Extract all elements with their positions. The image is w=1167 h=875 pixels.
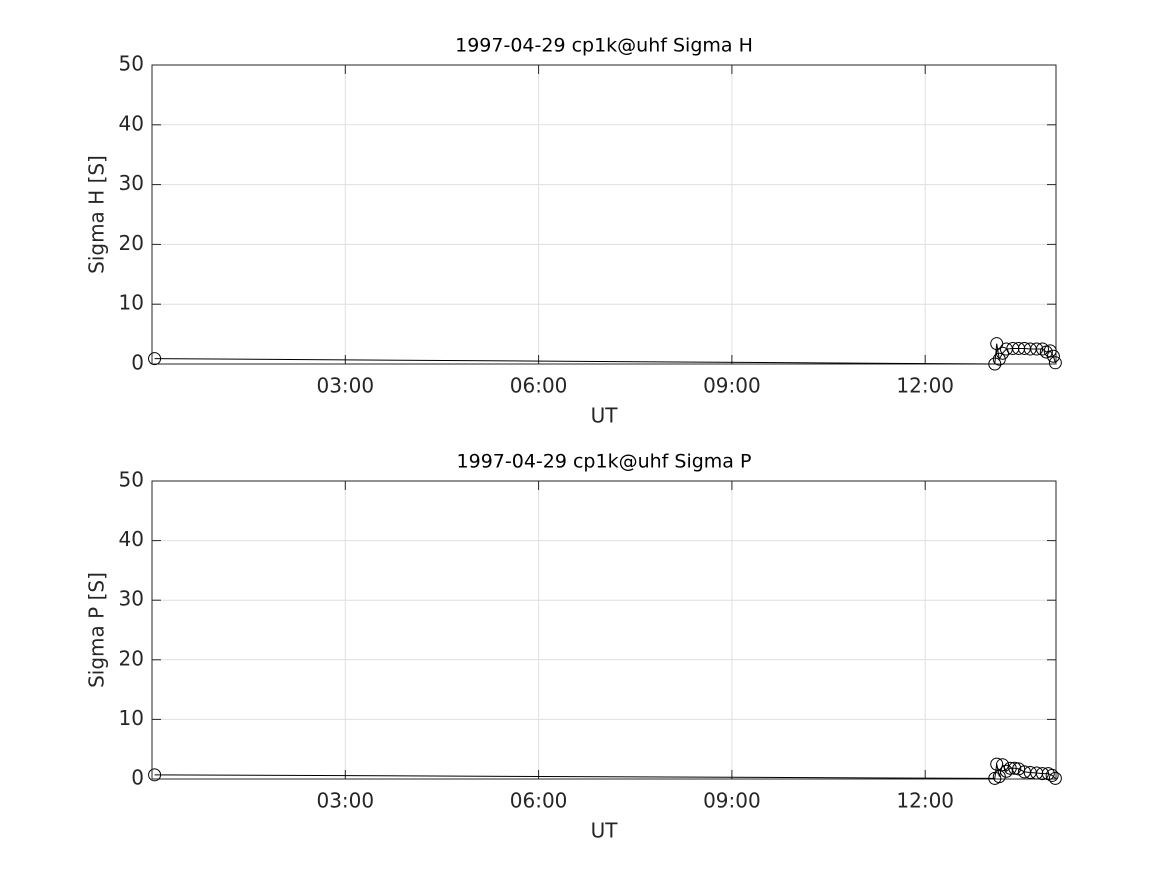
data-point [1012, 762, 1026, 776]
x-axis-label: UT [591, 819, 619, 843]
y-tick-label: 50 [119, 52, 144, 76]
y-tick-label: 20 [119, 646, 144, 670]
y-tick-label: 40 [119, 527, 144, 551]
y-tick-label: 50 [119, 468, 144, 492]
x-tick-label: 09:00 [703, 789, 761, 813]
y-axis-label: Sigma H [S] [85, 155, 109, 274]
y-tick-label: 0 [131, 351, 144, 375]
y-tick-label: 40 [119, 111, 144, 135]
data-point [992, 770, 1006, 784]
data-point [990, 757, 1004, 771]
data-point [1030, 342, 1044, 356]
y-tick-label: 10 [119, 706, 144, 730]
x-tick-label: 12:00 [896, 374, 954, 398]
data-point [1008, 761, 1022, 775]
data-point [1003, 761, 1017, 775]
y-tick-label: 20 [119, 231, 144, 255]
data-point [992, 352, 1006, 366]
y-axis-label: Sigma P [S] [85, 572, 109, 688]
data-point [1035, 342, 1049, 356]
data-point [988, 357, 1002, 371]
y-tick-label: 30 [119, 587, 144, 611]
data-point [1046, 349, 1060, 363]
x-tick-label: 09:00 [703, 374, 761, 398]
data-point [148, 768, 162, 782]
axes-box [151, 480, 1057, 780]
x-axis-label: UT [591, 404, 619, 428]
x-tick-label: 06:00 [510, 374, 568, 398]
axes-box [151, 64, 1057, 365]
data-point [990, 337, 1004, 351]
data-point [1048, 771, 1062, 785]
data-point [1045, 768, 1059, 782]
data-point [996, 758, 1010, 772]
x-tick-label: 03:00 [316, 789, 374, 813]
data-point [1035, 767, 1049, 781]
y-tick-label: 0 [131, 766, 144, 790]
y-tick-label: 10 [119, 291, 144, 315]
chart-title: 1997-04-29 cp1k@uhf Sigma H [455, 35, 753, 57]
plot-area [152, 65, 1056, 364]
x-tick-label: 12:00 [896, 789, 954, 813]
data-point [999, 764, 1013, 778]
data-point [1048, 356, 1062, 370]
x-tick-label: 06:00 [510, 789, 568, 813]
x-tick-label: 03:00 [316, 374, 374, 398]
plot-area [152, 481, 1056, 779]
y-tick-label: 30 [119, 171, 144, 195]
data-point [148, 352, 162, 366]
chart-title: 1997-04-29 cp1k@uhf Sigma P [457, 451, 752, 473]
